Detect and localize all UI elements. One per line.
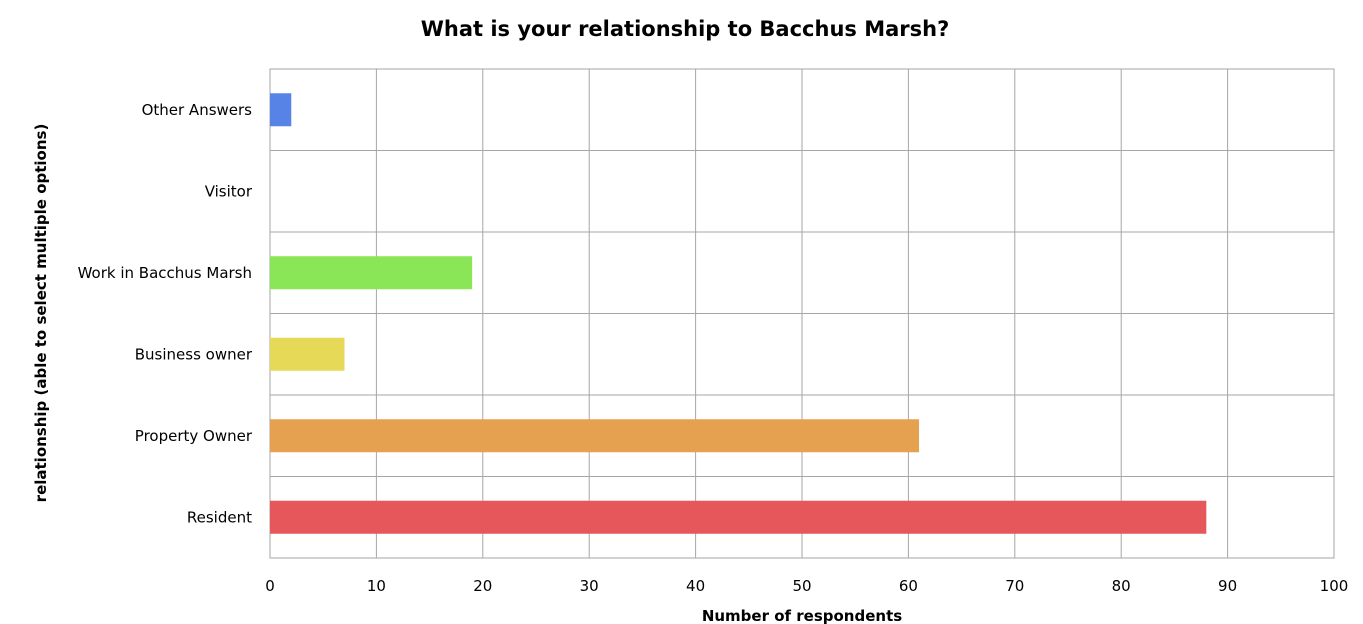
y-tick-label: Work in Bacchus Marsh	[78, 264, 252, 282]
x-axis-title: Number of respondents	[702, 607, 902, 624]
y-tick-label: Other Answers	[142, 101, 253, 119]
bar-business-owner	[270, 337, 345, 371]
bar-resident	[270, 500, 1207, 534]
x-tick-label: 20	[473, 577, 492, 595]
x-tick-label: 30	[580, 577, 599, 595]
x-tick-label: 60	[899, 577, 918, 595]
bar-work-in-bacchus-marsh	[270, 256, 473, 290]
x-tick-label: 90	[1218, 577, 1237, 595]
y-tick-label: Resident	[187, 508, 252, 526]
x-tick-label: 80	[1112, 577, 1131, 595]
chart-title: What is your relationship to Bacchus Mar…	[421, 17, 950, 41]
bars	[270, 93, 1207, 534]
y-tick-label: Business owner	[135, 345, 253, 363]
y-tick-label: Property Owner	[135, 427, 253, 445]
x-tick-label: 50	[792, 577, 811, 595]
y-axis-title: relationship (able to select multiple op…	[32, 124, 50, 503]
y-tick-label: Visitor	[205, 182, 253, 200]
x-tick-label: 10	[367, 577, 386, 595]
x-tick-label: 70	[1005, 577, 1024, 595]
y-axis-tick-labels: Resident Property Owner Business owner Work…	[78, 101, 253, 527]
x-tick-label: 0	[265, 577, 275, 595]
x-axis-tick-labels: 0 10 20 30 40 50 60 70 80 90 100	[265, 577, 1348, 595]
grid	[269, 68, 1335, 559]
x-tick-label: 40	[686, 577, 705, 595]
bar-property-owner	[270, 419, 920, 453]
x-tick-label: 100	[1320, 577, 1349, 595]
bar-other-answers	[270, 93, 292, 127]
plot-border	[269, 68, 1335, 559]
